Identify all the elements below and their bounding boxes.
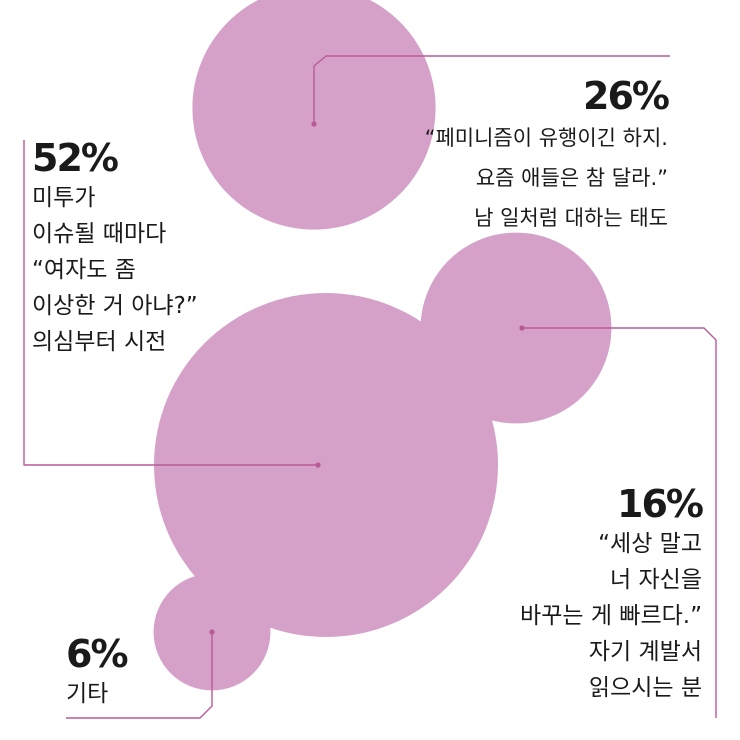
leader-line-6 — [66, 632, 213, 719]
label-26: 26% “페미니즘이 유행이긴 하지. 요즘 애들은 참 달라.” 남 일처럼 … — [425, 74, 670, 238]
value-label-26: 26% — [583, 74, 670, 118]
bubble-52 — [154, 293, 498, 637]
anchor-dot-16 — [519, 325, 525, 331]
anchor-dot-52 — [315, 462, 321, 468]
desc-26-line: “페미니즘이 유행이긴 하지. — [424, 126, 668, 150]
value-label-52: 52% — [32, 136, 119, 180]
desc-16-line: 읽으시는 분 — [588, 675, 702, 701]
label-52: 52% 미투가 이슈될 때마다 “여자도 좀 이상한 거 아냐?” 의심부터 시… — [32, 136, 198, 360]
bubble-16 — [420, 232, 612, 424]
desc-52-line: “여자도 좀 — [32, 257, 136, 283]
desc-16-line: 자기 계발서 — [588, 639, 702, 665]
desc-52-line: 이상한 거 아냐?” — [32, 293, 198, 319]
label-6: 6% 기타 — [66, 632, 128, 712]
anchor-dot-26 — [311, 121, 317, 127]
desc-16-line: 너 자신을 — [610, 567, 702, 593]
value-label-16: 16% — [617, 482, 704, 526]
desc-52: 미투가 이슈될 때마다 “여자도 좀 이상한 거 아냐?” 의심부터 시전 — [32, 180, 198, 360]
label-16: 16% “세상 말고 너 자신을 바꾸는 게 빠르다.” 자기 계발서 읽으시는… — [520, 482, 704, 706]
anchor-dot-6 — [209, 629, 215, 635]
desc-6-line: 기타 — [66, 681, 109, 707]
desc-52-line: 미투가 — [32, 185, 96, 211]
leader-line-26 — [313, 55, 670, 124]
desc-16-line: “세상 말고 — [598, 531, 702, 557]
desc-16-line: 바꾸는 게 빠르다.” — [520, 603, 702, 629]
desc-26-line: 요즘 애들은 참 달라.” — [475, 166, 668, 190]
desc-26-line: 남 일처럼 대하는 태도 — [474, 206, 668, 230]
leader-line-16 — [522, 327, 717, 718]
desc-26: “페미니즘이 유행이긴 하지. 요즘 애들은 참 달라.” 남 일처럼 대하는 … — [425, 118, 668, 238]
desc-52-line: 이슈될 때마다 — [32, 221, 167, 247]
desc-52-line: 의심부터 시전 — [32, 329, 167, 355]
leader-line-52 — [23, 140, 318, 466]
desc-6: 기타 — [66, 676, 127, 712]
value-label-6: 6% — [66, 632, 128, 676]
desc-16: “세상 말고 너 자신을 바꾸는 게 빠르다.” 자기 계발서 읽으시는 분 — [520, 526, 702, 706]
